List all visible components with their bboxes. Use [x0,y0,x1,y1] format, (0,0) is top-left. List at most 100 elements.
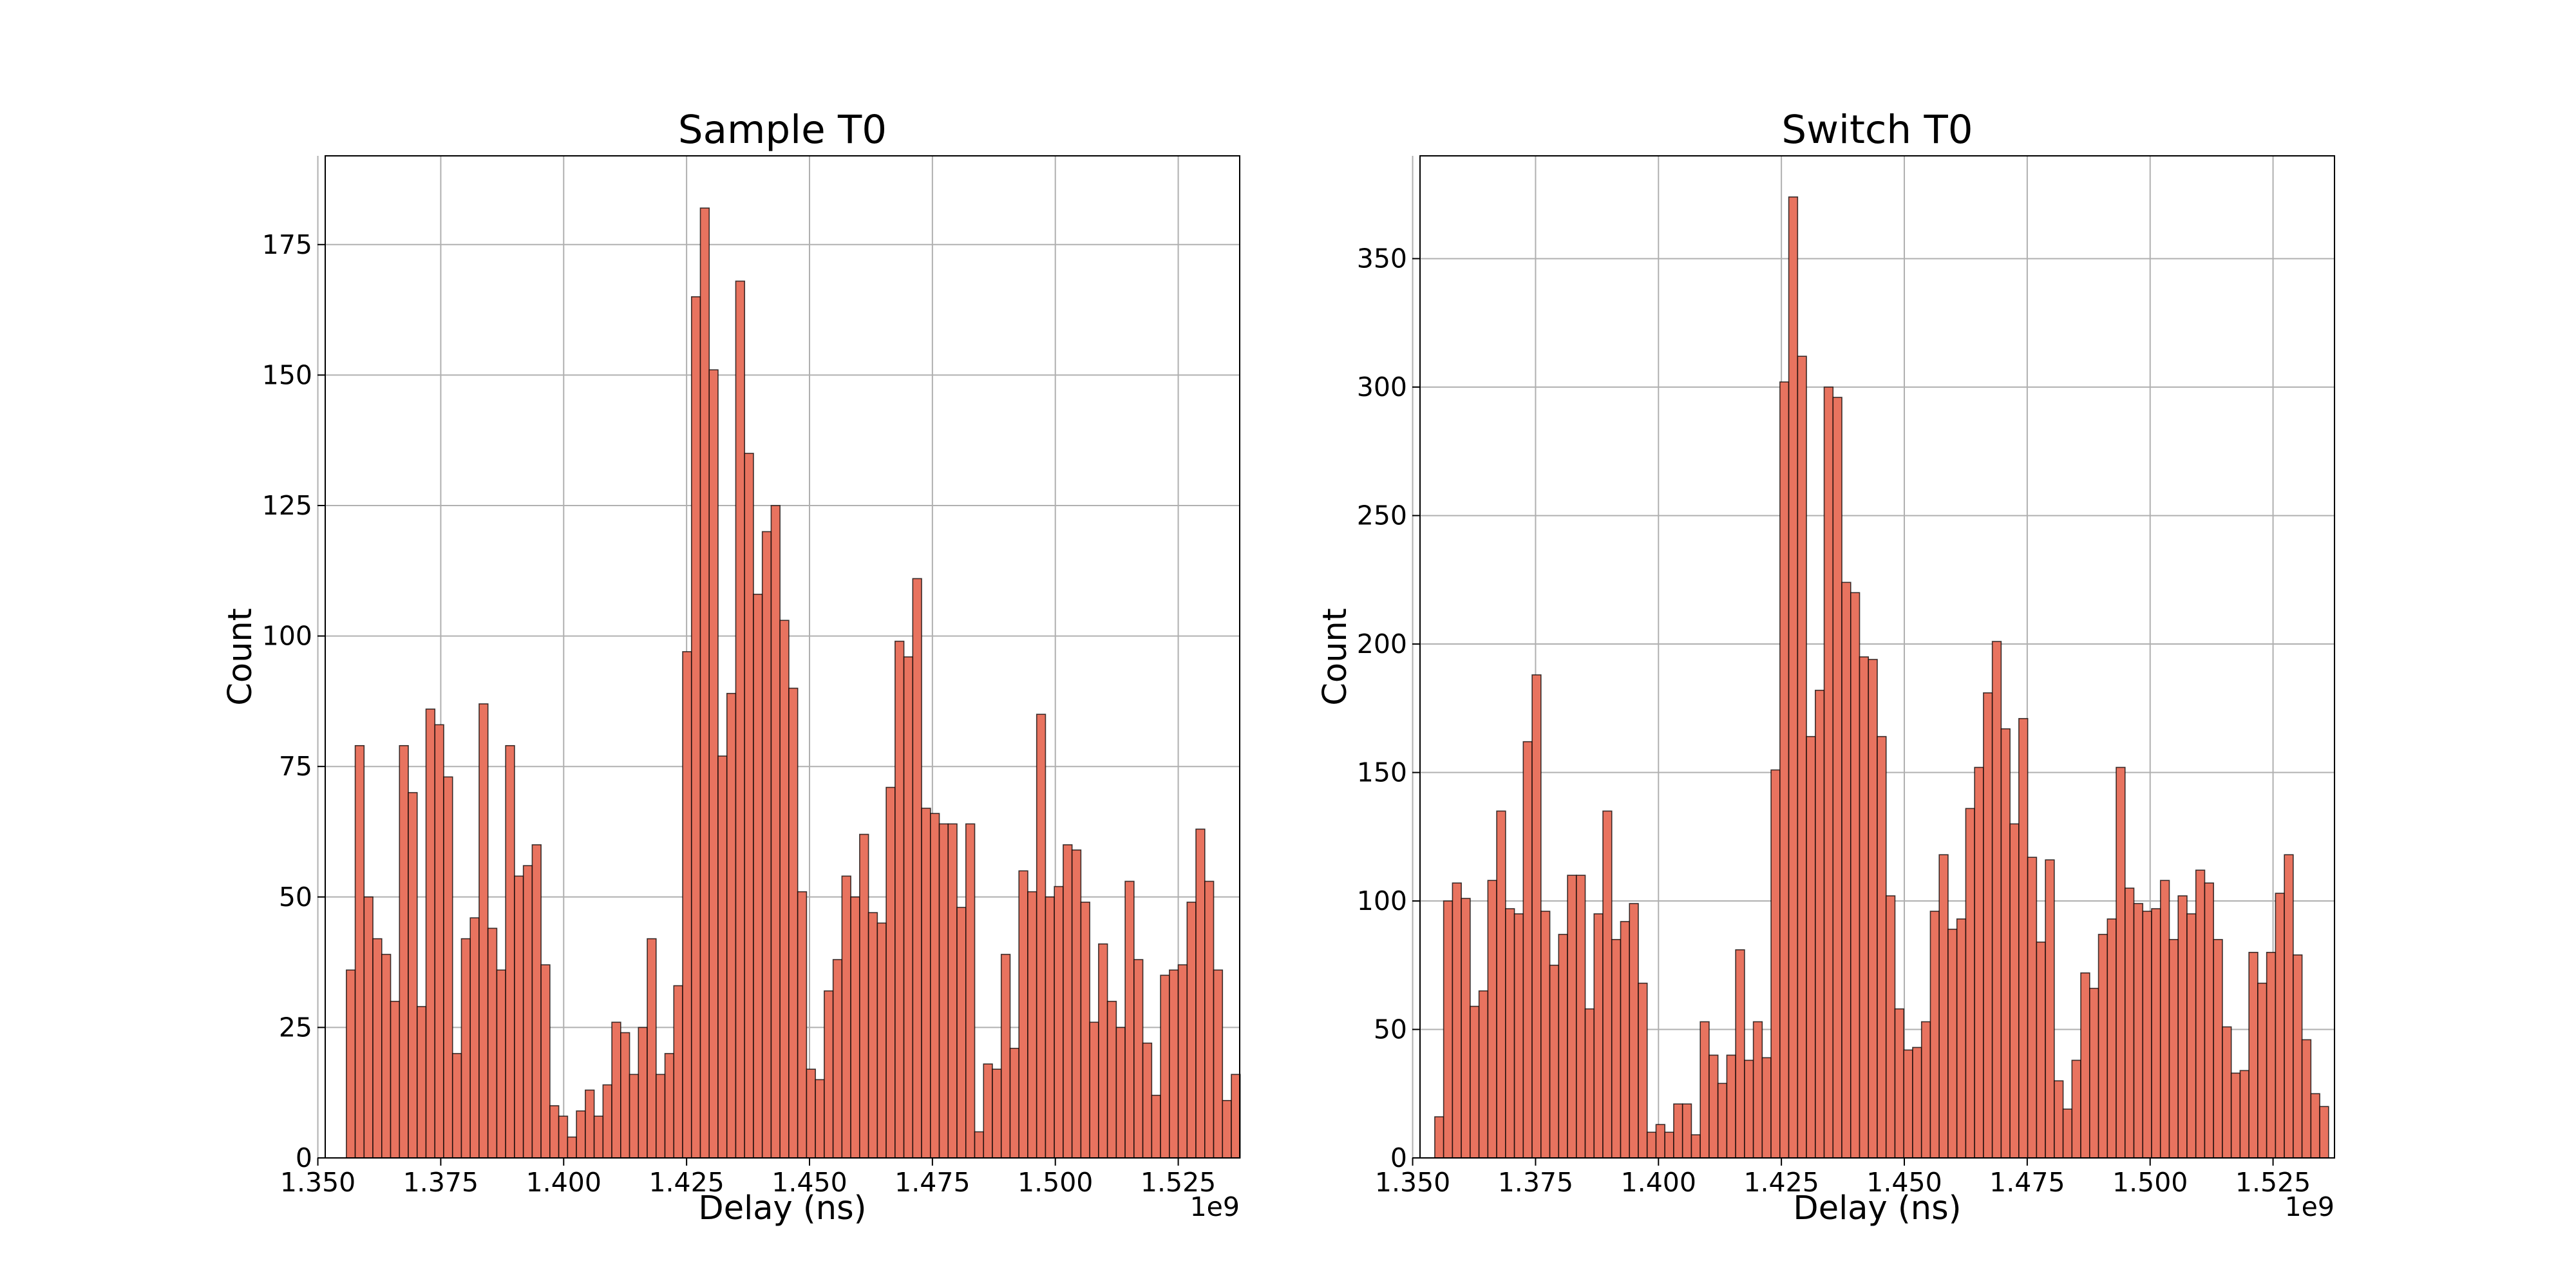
chart-title: Switch T0 [1781,107,1973,153]
plot-frame [1419,155,2335,1159]
histogram-bar [1788,196,1799,1159]
histogram-bar [585,1089,595,1159]
histogram-bar [1709,1054,1719,1159]
histogram-bar [2266,952,2277,1159]
y-tick-label: 350 [1357,243,1407,274]
histogram-bar [1673,1103,1683,1159]
histogram-bar [2186,913,2197,1159]
histogram-bar [1681,1103,1692,1159]
x-tick-label: 1.525 [2235,1167,2311,1198]
histogram-bar [2230,1072,2241,1159]
histogram-bar [1611,939,1622,1159]
histogram-bar [2000,728,2011,1159]
histogram-bar [690,296,701,1159]
histogram-bar [1063,844,1073,1159]
histogram-bar [2195,869,2206,1159]
histogram-bar [2116,766,2126,1159]
histogram-bar [2159,880,2170,1159]
y-tick-label: 50 [1374,1014,1407,1045]
histogram-bar [992,1068,1002,1159]
histogram-bar [886,786,896,1159]
histogram-bar [1735,949,1745,1159]
chart-title: Sample T0 [678,107,887,153]
y-tick-label: 175 [262,229,312,260]
histogram-bar [1231,1074,1241,1159]
histogram-bar [1646,1132,1657,1159]
histogram-bar [443,776,453,1159]
histogram-bar [806,1068,816,1159]
histogram-bar [1186,902,1197,1159]
histogram-bar [2071,1059,2081,1159]
histogram-bar [735,280,746,1159]
histogram-bar [1540,911,1551,1159]
histogram-bar [1549,964,1560,1159]
histogram-bar [2107,918,2117,1159]
x-tick-label: 1.350 [280,1167,355,1198]
histogram-bar [647,938,657,1159]
histogram-bar [682,651,692,1159]
histogram-bar [779,620,790,1159]
x-tick-label: 1.450 [1866,1167,1942,1198]
histogram-bar [1000,954,1011,1159]
histogram-bar [1664,1132,1674,1159]
histogram-bar [1655,1124,1665,1159]
y-tick-label: 0 [296,1142,312,1173]
y-tick-label: 0 [1390,1142,1407,1173]
histogram-bar [2133,903,2144,1159]
histogram-bar [1620,921,1631,1159]
histogram-bar [1045,896,1055,1159]
histogram-bar [1965,808,1975,1159]
x-axis-label: Delay (ns) [1793,1189,1961,1227]
histogram-bar [1054,886,1064,1159]
x-tick-label: 1.450 [772,1167,847,1198]
histogram-bar [1505,908,1515,1159]
histogram-bar [2009,823,2020,1159]
histogram-bar [1815,690,1825,1159]
histogram-bar [912,578,922,1159]
sample-t0-chart: 1.350 1.375 1.400 1.425 1.450 1.475 1.500 1.525… [222,107,1241,1227]
histogram-bar [2239,1070,2249,1159]
histogram-bar [1567,875,1577,1159]
histogram-bar [1478,990,1489,1159]
y-tick-label: 100 [262,621,312,652]
x-tick-label: 1.375 [1498,1167,1573,1198]
histogram-bar [1920,1021,1931,1159]
histogram-bar [1461,898,1471,1159]
histogram-bar [797,891,808,1159]
histogram-bar [558,1115,569,1159]
histogram-bar [2098,934,2108,1159]
histogram-bar [522,865,533,1159]
histogram-bar [1080,902,1090,1159]
histogram-bar [2089,987,2099,1159]
histogram-bar [850,896,860,1159]
histogram-bar [824,990,834,1159]
y-tick-label: 25 [279,1012,312,1043]
histogram-bar [1177,964,1188,1159]
histogram-bar [390,1001,401,1159]
histogram-bar [1894,1008,1905,1159]
y-tick-label: 200 [1357,629,1407,659]
histogram-bar [717,755,728,1159]
histogram-bar [1133,959,1144,1159]
x-tick-label: 1.475 [895,1167,970,1198]
histogram-bar [1452,882,1462,1159]
histogram-bar [1098,943,1108,1159]
x-tick-label: 1.500 [1018,1167,1093,1198]
histogram-bar [1832,397,1842,1159]
histogram-bar [2284,854,2294,1159]
histogram-bar [1761,1057,1772,1159]
switch-t0-chart: 1.350 1.375 1.400 1.425 1.450 1.475 1.500 1.525… [1316,107,2335,1227]
y-tick-label: 150 [262,359,312,390]
x-axis-offset-label: 1e9 [1190,1191,1240,1222]
histogram-bar [567,1136,577,1159]
histogram-bar [965,823,976,1159]
x-tick-label: 1.400 [1621,1167,1696,1198]
histogram-bar [788,687,799,1159]
histogram-bar [664,1053,675,1159]
histogram-bar [549,1105,560,1159]
histogram-bar [1868,659,1878,1159]
histogram-bar [1841,582,1852,1159]
histogram-bar [753,593,763,1159]
histogram-bar [1991,641,2002,1159]
histogram-bar [399,744,409,1159]
